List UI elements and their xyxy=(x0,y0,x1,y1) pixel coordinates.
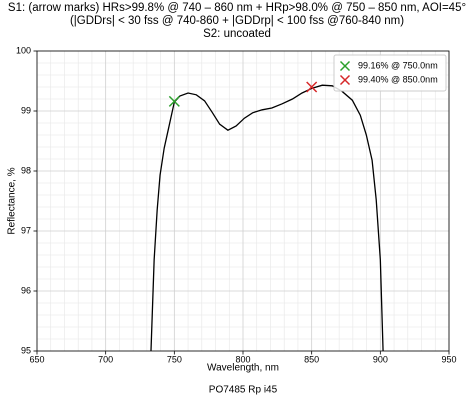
chart-title: (|GDDrs| < 30 fss @ 740-860 + |GDDrp| < … xyxy=(70,15,404,27)
y-tick-label: 96 xyxy=(21,285,31,295)
legend-swatch xyxy=(339,74,351,86)
x-tick-label: 950 xyxy=(441,354,456,364)
x-axis-label: Wavelength, nm xyxy=(207,363,279,374)
chart-title: S1: (arrow marks) HRs>99.8% @ 740 – 860 … xyxy=(8,2,466,14)
marker xyxy=(168,95,180,107)
y-tick-label: 99 xyxy=(21,105,31,115)
legend-swatch xyxy=(339,60,351,72)
footer: PO7485 Rp i45 xyxy=(209,385,278,396)
y-tick-label: 98 xyxy=(21,165,31,175)
x-tick-label: 650 xyxy=(29,354,44,364)
y-tick-label: 95 xyxy=(21,345,31,355)
legend-label: 99.16% @ 750.0nm xyxy=(358,60,438,70)
plot-area xyxy=(150,84,384,351)
marker xyxy=(306,81,318,93)
y-tick-label: 97 xyxy=(21,225,31,235)
x-tick-label: 750 xyxy=(167,354,182,364)
legend-label: 99.40% @ 850.0nm xyxy=(358,74,438,84)
x-tick-label: 800 xyxy=(235,354,250,364)
y-axis-label: Reflectance, % xyxy=(7,167,18,234)
plot-frame xyxy=(36,50,450,352)
legend-box xyxy=(333,54,447,92)
x-tick-label: 700 xyxy=(98,354,113,364)
x-tick-label: 850 xyxy=(304,354,319,364)
chart-title: S2: uncoated xyxy=(203,28,271,40)
x-tick-label: 900 xyxy=(373,354,388,364)
line xyxy=(150,84,384,351)
y-tick-label: 100 xyxy=(16,45,31,55)
